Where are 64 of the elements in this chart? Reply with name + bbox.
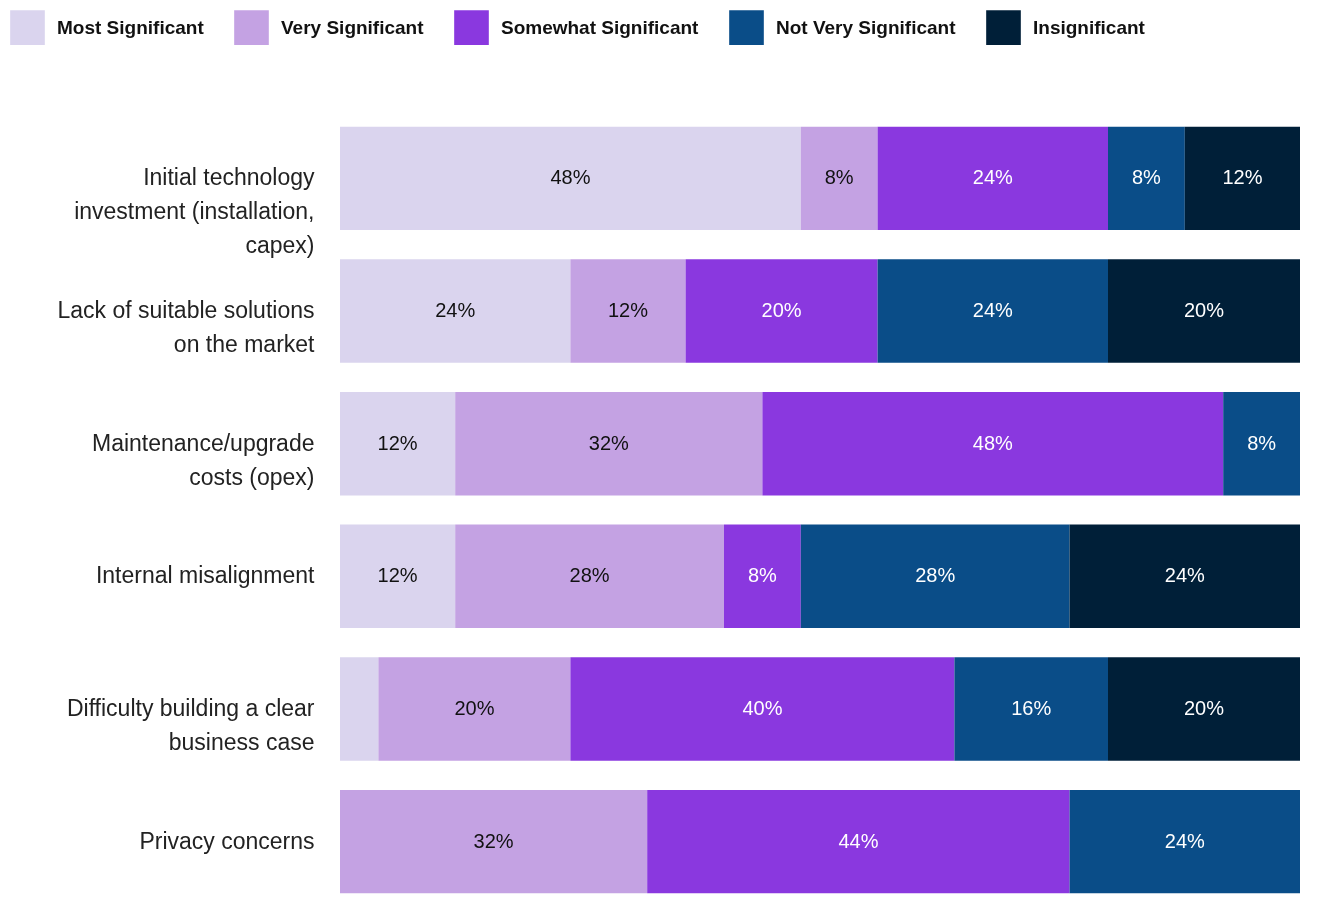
bar (724, 524, 801, 629)
data-label: 20% (1183, 299, 1225, 322)
bar (954, 657, 1108, 761)
bar (1069, 524, 1300, 629)
y-tick-label: Difficulty building a clear business case (66, 694, 315, 755)
bar (340, 657, 379, 761)
y-tick-label: Internal misalignment (95, 562, 316, 589)
bar (378, 657, 571, 761)
y-tick-label: Maintenance/upgrade costs (opex) (92, 429, 315, 490)
data-label: 40% (742, 696, 783, 719)
data-label: 8% (824, 166, 854, 189)
data-label: 32% (588, 431, 630, 454)
y-tick-label: Privacy concerns (139, 827, 315, 854)
data-label: 48% (550, 166, 591, 189)
data-label: 12% (377, 431, 418, 454)
data-label: 8% (1247, 431, 1277, 454)
bar (570, 259, 686, 363)
data-label: 48% (972, 431, 1014, 454)
bar (800, 126, 878, 231)
legend-label: Most Significant (57, 16, 205, 38)
bar (340, 524, 456, 629)
legend-label: Very Significant (281, 16, 425, 38)
bar (1108, 657, 1300, 761)
bar (1223, 391, 1300, 496)
bar (877, 126, 1108, 231)
bar (570, 657, 955, 761)
bar (1184, 126, 1300, 231)
bar (1108, 126, 1185, 231)
data-label: 24% (1164, 829, 1206, 852)
y-tick-label: Lack of suitable solutions on the market (57, 297, 316, 358)
bar (340, 126, 801, 231)
data-label: 44% (838, 829, 879, 852)
legend-label: Somewhat Significant (501, 16, 700, 38)
data-label: 12% (377, 564, 418, 587)
data-label: 28% (915, 564, 956, 587)
data-label: 24% (435, 299, 476, 322)
bar (455, 524, 724, 629)
data-label: 12% (1222, 166, 1263, 189)
data-label: 8% (747, 564, 778, 587)
bar (877, 259, 1108, 363)
bar (1108, 259, 1300, 363)
legend-label: Insignificant (1033, 16, 1146, 38)
data-label: 12% (607, 299, 649, 322)
bar (455, 391, 763, 496)
data-label: 20% (454, 696, 495, 719)
bar (685, 259, 878, 363)
data-label: 16% (1011, 696, 1052, 719)
bar (340, 789, 648, 894)
bar (800, 524, 1070, 629)
bar (340, 391, 456, 496)
data-label: 28% (569, 564, 610, 587)
data-label: 8% (1131, 166, 1162, 189)
bar (647, 789, 1070, 894)
bar (762, 391, 1224, 496)
data-label: 20% (761, 299, 802, 322)
y-tick-label: Initial technology investment (installation, capex) (74, 164, 315, 259)
bar (340, 259, 571, 363)
data-label: 24% (972, 299, 1014, 322)
data-label: 24% (972, 166, 1014, 189)
data-label: 20% (1183, 696, 1225, 719)
data-label: 24% (1164, 564, 1206, 587)
bar (1069, 789, 1300, 894)
data-label: 32% (473, 829, 514, 852)
legend-label: Not Very Significant (776, 16, 957, 38)
